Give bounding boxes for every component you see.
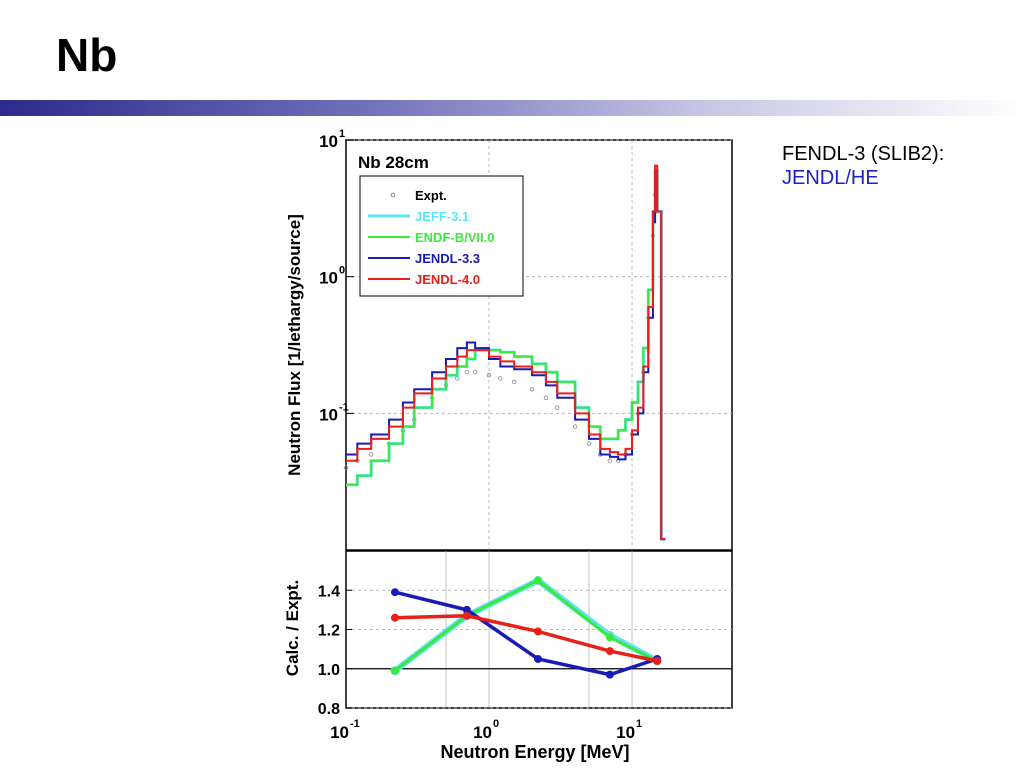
ratio-point: [390, 666, 399, 675]
ratio-point: [533, 654, 542, 663]
expt-marker: [343, 465, 349, 470]
ratio-panel: 1.41.21.00.8 10 -1 10 0 10 1 Calc. / Expt. Ne…: [283, 550, 733, 762]
ratio-point: [605, 633, 614, 642]
expt-marker: [472, 369, 478, 375]
flux-panel-title: Nb 28cm: [358, 153, 429, 172]
ratio-point: [653, 656, 662, 665]
flux-y-tick-exponent: 0: [339, 265, 345, 277]
fendl-note: FENDL-3 (SLIB2): JENDL/HE: [782, 142, 944, 190]
ratio-point: [462, 611, 471, 620]
ratio-point: [390, 613, 399, 622]
x-tick-label: 10: [473, 723, 492, 742]
x-tick-label: 10: [616, 723, 635, 742]
expt-marker: [572, 424, 578, 429]
expt-marker: [464, 369, 470, 375]
flux-y-tick-exponent: -1: [339, 401, 349, 413]
ratio-point: [605, 647, 614, 656]
expt-marker: [368, 452, 374, 457]
expt-marker: [455, 376, 460, 381]
legend-label: JENDL-3.3: [415, 251, 480, 266]
flux-series: [343, 164, 666, 541]
flux-y-tick-label: 10: [319, 269, 338, 288]
flux-y-tick-label: 10: [319, 132, 338, 151]
legend-label: ENDF-B/VII.0: [415, 230, 494, 245]
legend-label: JEFF-3.1: [415, 209, 469, 224]
x-tick-label: 10: [330, 723, 349, 742]
x-tick-exponent: 0: [493, 718, 499, 730]
expt-marker: [486, 373, 492, 378]
legend-items: Expt. JEFF-3.1 ENDF-B/VII.0 JENDL-3.3 JENDL-…: [368, 188, 494, 287]
flux-y-label: Neutron Flux [1/lethargy/source]: [285, 214, 304, 476]
note-line-2: JENDL/HE: [782, 167, 879, 189]
x-tick-exponent: -1: [350, 718, 360, 730]
legend-label: Expt.: [415, 188, 447, 203]
flux-legend: Expt. JEFF-3.1 ENDF-B/VII.0 JENDL-3.3 JENDL-…: [359, 175, 524, 297]
expt-marker: [512, 379, 517, 385]
ratio-y-tick-label: 1.2: [318, 623, 340, 640]
ratio-point: [533, 576, 542, 585]
ratio-point: [605, 670, 614, 679]
ratio-series: [390, 575, 662, 679]
ratio-y-tick-label: 1.4: [318, 583, 340, 600]
title-gradient-bar: [0, 100, 1024, 116]
ratio-series-line: [394, 590, 658, 677]
ratio-y-label: Calc. / Expt.: [283, 580, 302, 676]
flux-series-line: [346, 164, 666, 541]
ratio-point: [462, 605, 471, 614]
ratio-point: [390, 588, 399, 597]
expt-marker: [607, 458, 613, 463]
x-tick-exponent: 1: [636, 718, 642, 730]
ratio-point: [533, 627, 542, 636]
ratio-y-tick-label: 1.0: [318, 662, 340, 679]
flux-series-line: [346, 169, 666, 541]
legend-label: JENDL-4.0: [415, 272, 480, 287]
flux-y-tick-exponent: 1: [339, 128, 345, 140]
ratio-y-ticks: 1.4 1.2 1.0 0.8: [318, 583, 352, 718]
ratio-series-line: [393, 577, 659, 674]
ratio-series-line: [394, 578, 658, 672]
x-axis-label: Neutron Energy [MeV]: [440, 742, 629, 762]
expt-marker: [498, 376, 503, 381]
expt-marker: [543, 395, 549, 400]
ratio-x-ticks: 10 -1 10 0 10 1: [330, 718, 642, 742]
expt-marker: [555, 405, 560, 410]
slide-title: Nb: [56, 29, 118, 81]
legend-marker: [390, 192, 396, 198]
ratio-y-tick-label: 0.8: [318, 701, 340, 718]
expt-marker: [529, 387, 535, 392]
flux-y-tick-label: 10: [319, 405, 338, 424]
note-line-1: FENDL-3 (SLIB2):: [782, 143, 945, 165]
expt-marker: [586, 441, 592, 446]
